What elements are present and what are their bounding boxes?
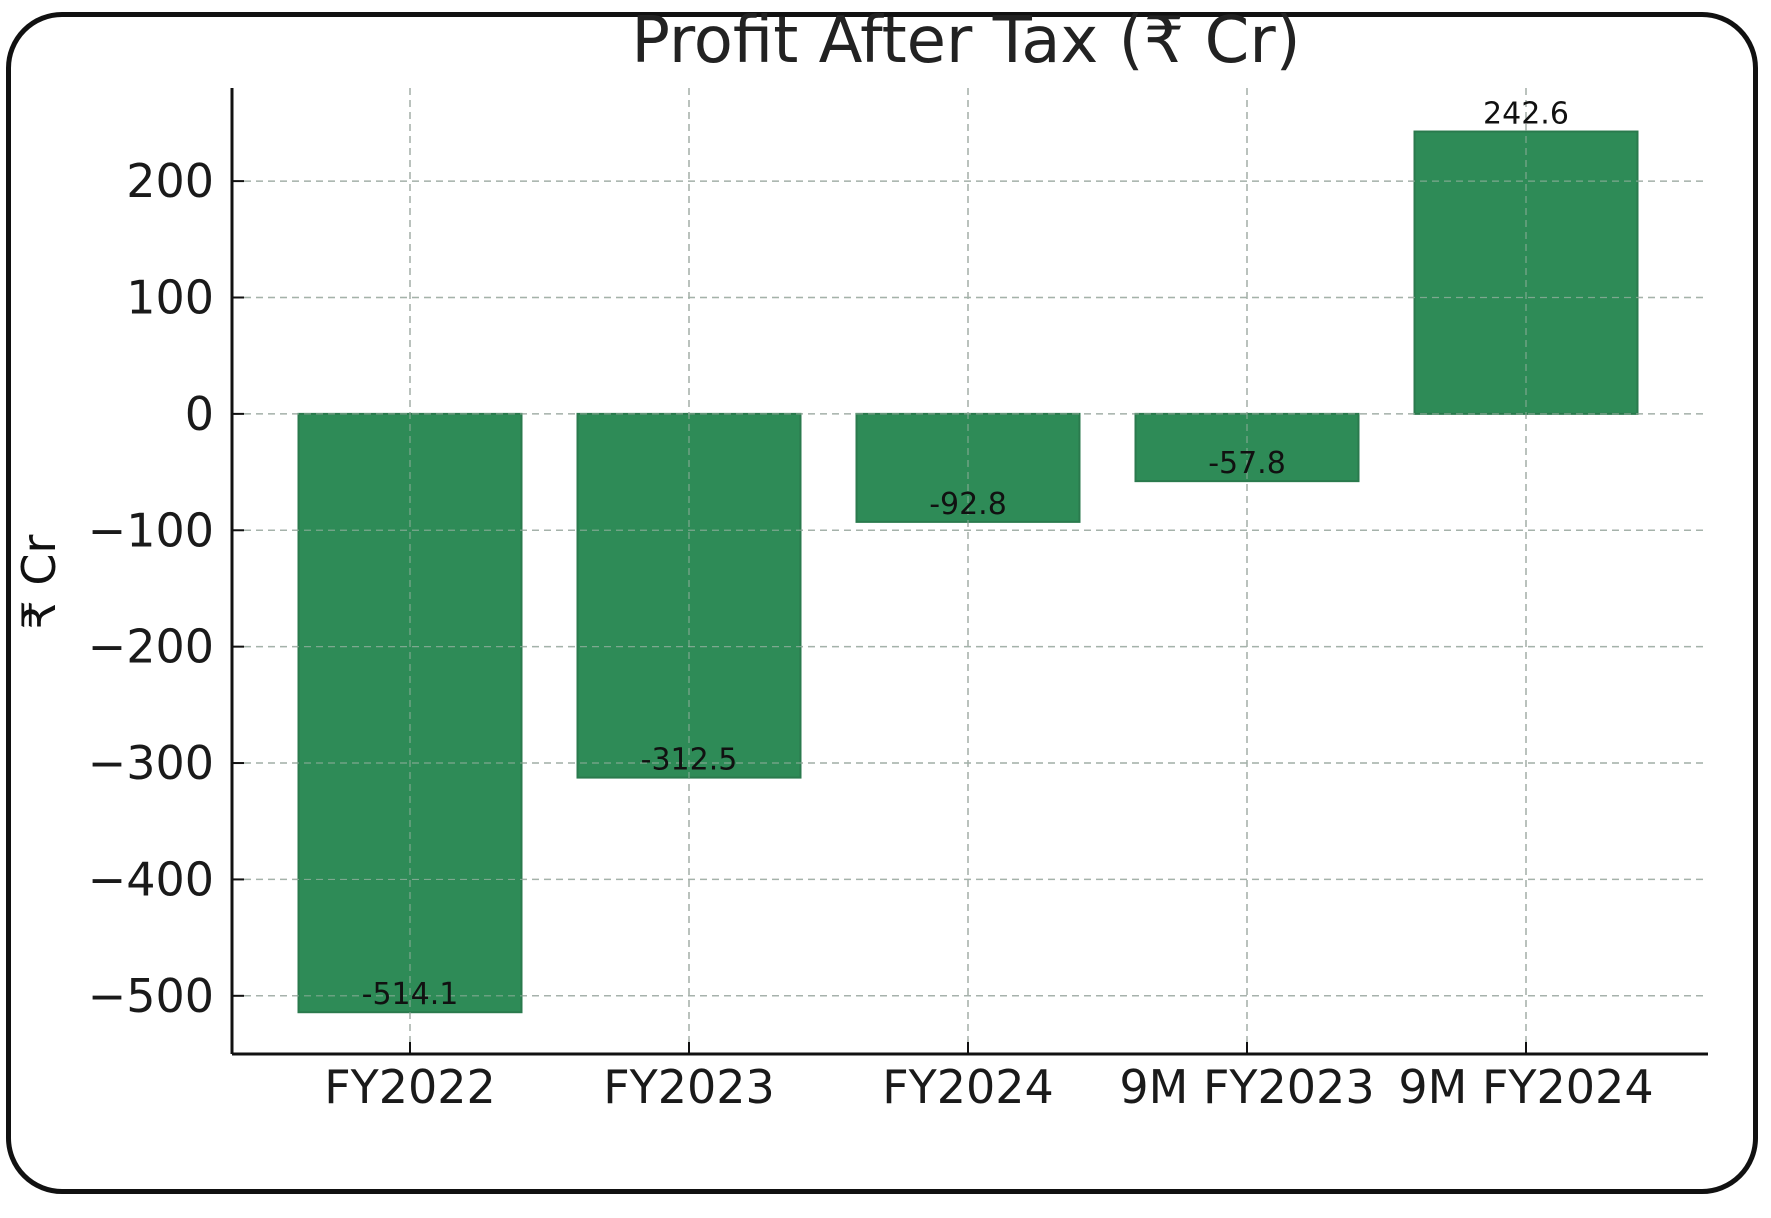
y-tick-label: 100 <box>126 270 214 324</box>
data-label: -57.8 <box>1208 446 1286 481</box>
y-tick-label: −400 <box>88 852 214 906</box>
x-ticks: FY2022 FY2023 FY2024 9M FY2023 9M FY2024 <box>324 1042 1654 1114</box>
y-ticks: 200 100 0 −100 −200 −300 −400 −500 <box>88 154 244 1023</box>
y-tick-label: −500 <box>88 969 214 1023</box>
axes <box>230 88 1708 1056</box>
data-label: -514.1 <box>362 977 459 1012</box>
y-tick-label: −100 <box>88 503 214 557</box>
data-label: 242.6 <box>1483 97 1569 132</box>
y-tick-label: 200 <box>126 154 214 208</box>
data-label: -92.8 <box>929 487 1007 522</box>
x-tick-label: FY2023 <box>603 1060 775 1114</box>
data-labels: -514.1 -312.5 -92.8 -57.8 242.6 <box>232 88 1708 1054</box>
x-tick-label: 9M FY2023 <box>1119 1060 1374 1114</box>
y-axis-title: ₹ Cr <box>12 534 66 629</box>
y-tick-label: −200 <box>88 620 214 674</box>
data-label: -312.5 <box>641 743 738 778</box>
y-tick-label: 0 <box>185 387 214 441</box>
chart-title: Profit After Tax (₹ Cr) <box>631 4 1300 78</box>
y-tick-label: −300 <box>88 736 214 790</box>
x-tick-label: FY2022 <box>324 1060 496 1114</box>
x-tick-label: 9M FY2024 <box>1398 1060 1653 1114</box>
x-tick-label: FY2024 <box>882 1060 1054 1114</box>
